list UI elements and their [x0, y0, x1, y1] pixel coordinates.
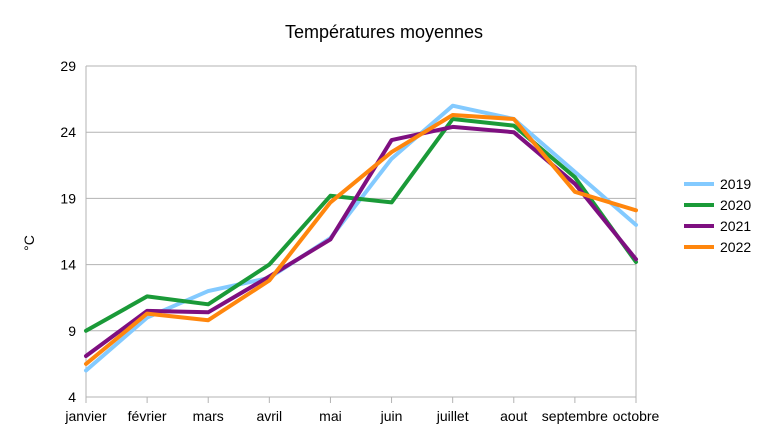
x-tick-label: aout — [500, 408, 527, 424]
legend-label: 2022 — [720, 239, 751, 255]
x-tick-label: mai — [319, 408, 342, 424]
chart-title: Températures moyennes — [285, 22, 483, 42]
series-line-2020 — [84, 117, 638, 333]
legend-item-2019: 2019 — [684, 176, 751, 192]
y-tick-label: 24 — [60, 124, 76, 140]
y-axis-ticks: 4 9 14 19 24 29 — [60, 58, 76, 405]
y-tick-label: 29 — [60, 58, 76, 74]
x-tick-label: septembre — [542, 408, 608, 424]
series-lines — [84, 103, 638, 373]
x-tick-label: avril — [256, 408, 282, 424]
x-tick-label: octobre — [613, 408, 660, 424]
x-axis-ticks: janvier février mars avril mai juin juillet aou… — [64, 397, 660, 424]
series-line-2022 — [84, 113, 638, 366]
legend-item-2021: 2021 — [684, 218, 751, 234]
legend: 2019 2020 2021 2022 — [684, 176, 751, 255]
y-tick-label: 4 — [68, 389, 76, 405]
y-tick-label: 19 — [60, 190, 76, 206]
legend-label: 2019 — [720, 176, 751, 192]
legend-label: 2021 — [720, 218, 751, 234]
x-tick-label: juillet — [436, 408, 469, 424]
legend-item-2020: 2020 — [684, 197, 751, 213]
legend-label: 2020 — [720, 197, 751, 213]
y-tick-label: 9 — [68, 323, 76, 339]
x-tick-label: janvier — [64, 408, 107, 424]
gridlines — [85, 65, 637, 398]
legend-item-2022: 2022 — [684, 239, 751, 255]
x-tick-label: juin — [380, 408, 403, 424]
x-tick-label: février — [128, 408, 167, 424]
x-tick-label: mars — [193, 408, 224, 424]
y-tick-label: 14 — [60, 257, 76, 273]
y-axis-label: °C — [21, 235, 37, 251]
